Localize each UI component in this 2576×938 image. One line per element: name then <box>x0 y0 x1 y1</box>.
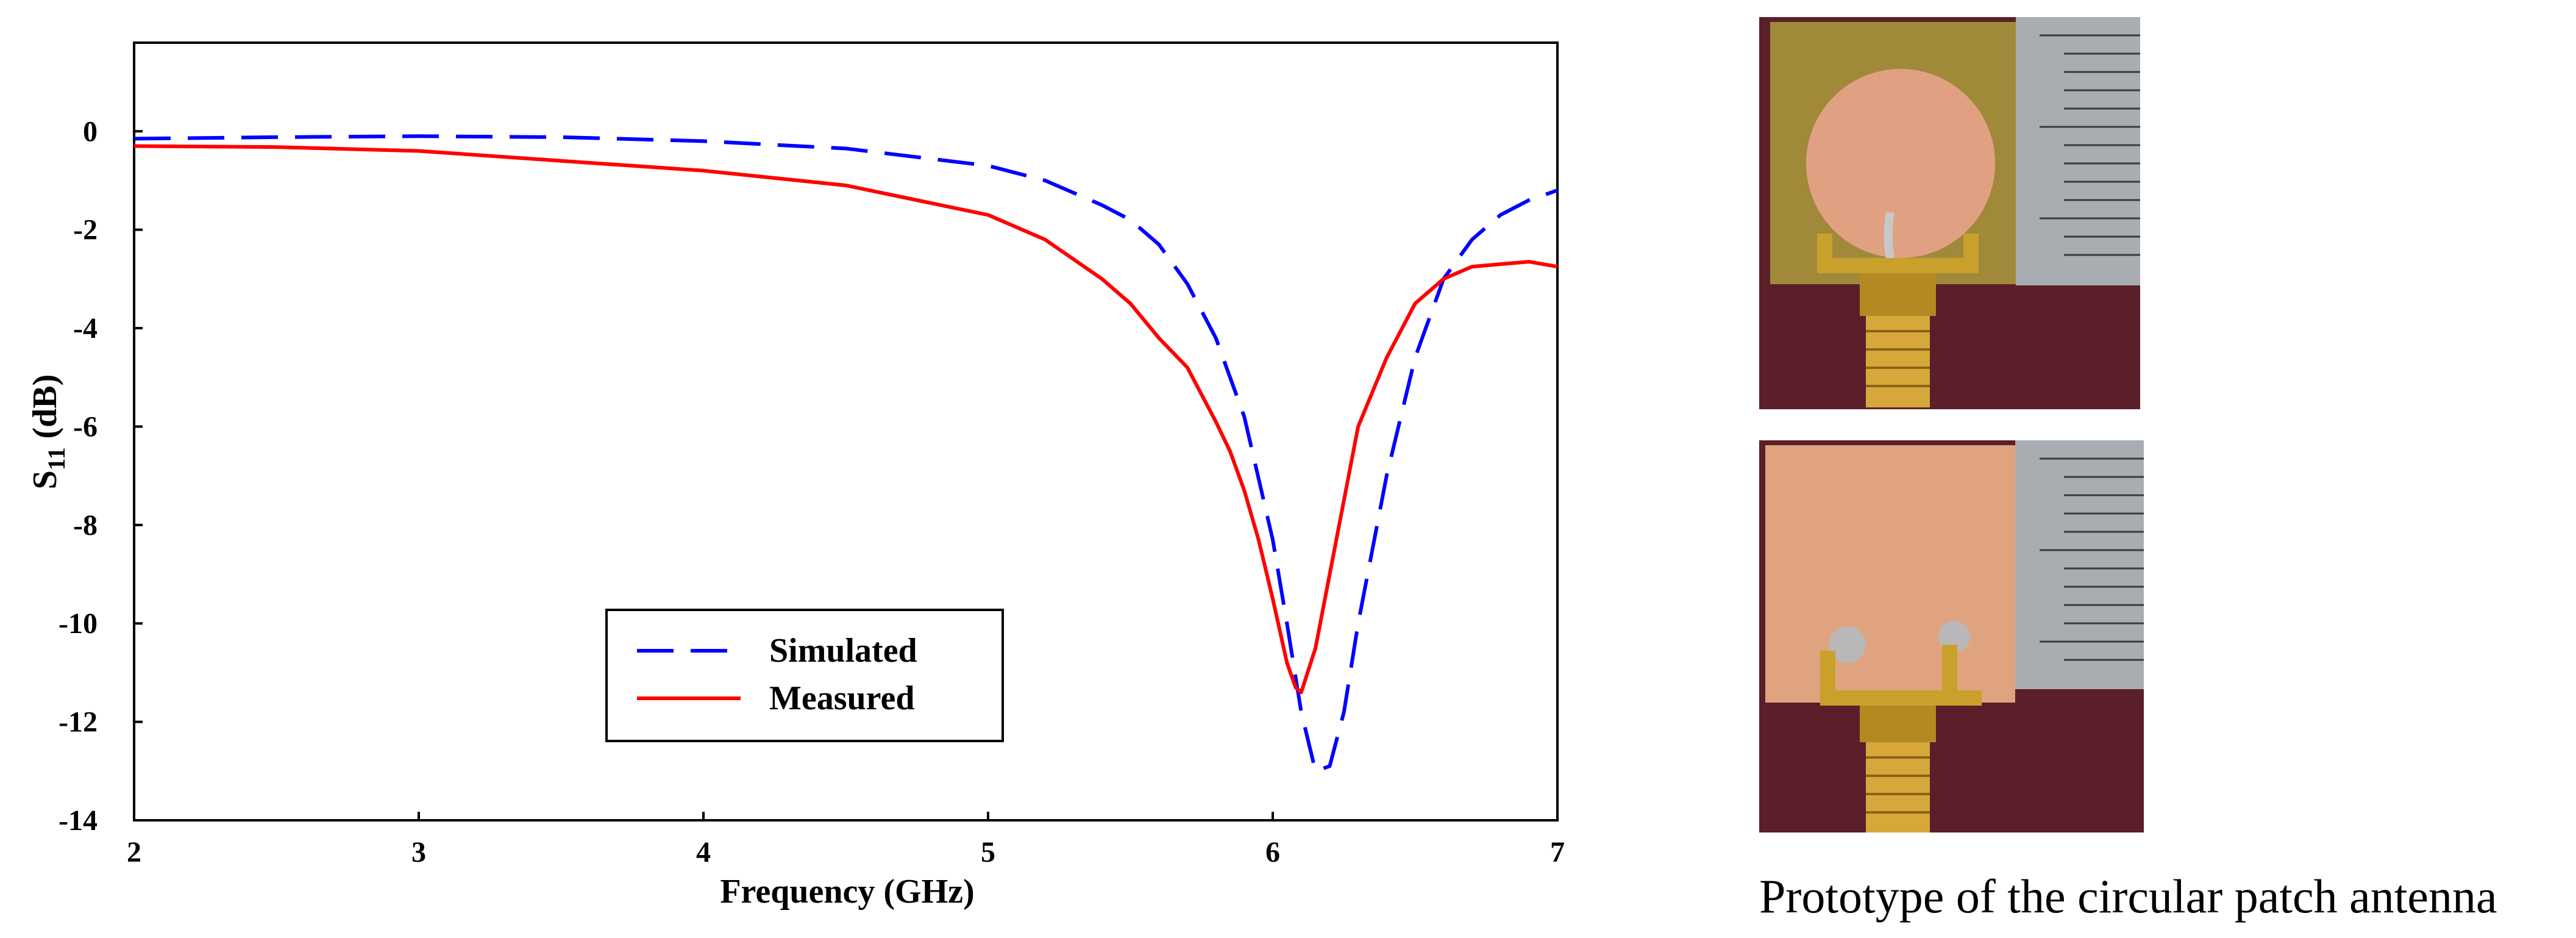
x-tick-label: 2 <box>127 836 141 868</box>
x-tick-label: 4 <box>696 836 711 868</box>
y-tick-label: -6 <box>73 410 98 443</box>
x-tick-label: 6 <box>1265 836 1280 868</box>
x-tick-label: 5 <box>981 836 995 868</box>
axis-tick-labels: 2 3 4 5 6 7 0 -2 -4 -6 -8 -10 -12 -14 <box>59 115 1565 868</box>
y-tick-label: -14 <box>59 804 98 837</box>
legend-label-measured: Measured <box>769 679 915 717</box>
s11-chart: 2 3 4 5 6 7 0 -2 -4 -6 -8 -10 -12 -14 Frequency (GHz)… <box>26 41 1565 911</box>
legend-label-simulated: Simulated <box>769 632 917 670</box>
axis-ticks <box>133 130 1559 822</box>
series-line-measured <box>133 144 1558 695</box>
y-tick-label: -10 <box>59 607 98 640</box>
y-tick-label: 0 <box>83 115 98 148</box>
legend-box <box>605 609 1004 742</box>
y-tick-label: -8 <box>73 509 98 542</box>
prototype-photo-bottom <box>1759 440 2144 832</box>
y-tick-label: -2 <box>73 214 98 246</box>
prototype-photo-top <box>1759 17 2140 409</box>
x-tick-label: 7 <box>1550 836 1565 868</box>
x-tick-label: 3 <box>411 836 426 868</box>
x-axis-label: Frequency (GHz) <box>720 873 974 911</box>
y-tick-label: -12 <box>59 706 98 739</box>
series-line-simulated <box>133 134 1558 773</box>
series-layer <box>133 134 1558 773</box>
y-axis-label: S11 (dB) <box>26 374 70 490</box>
plot-area-frame <box>133 41 1559 822</box>
legend: Simulated Measured <box>605 609 1004 742</box>
figure-caption: Prototype of the circular patch antenna <box>1759 870 2497 923</box>
y-tick-label: -4 <box>73 312 98 345</box>
